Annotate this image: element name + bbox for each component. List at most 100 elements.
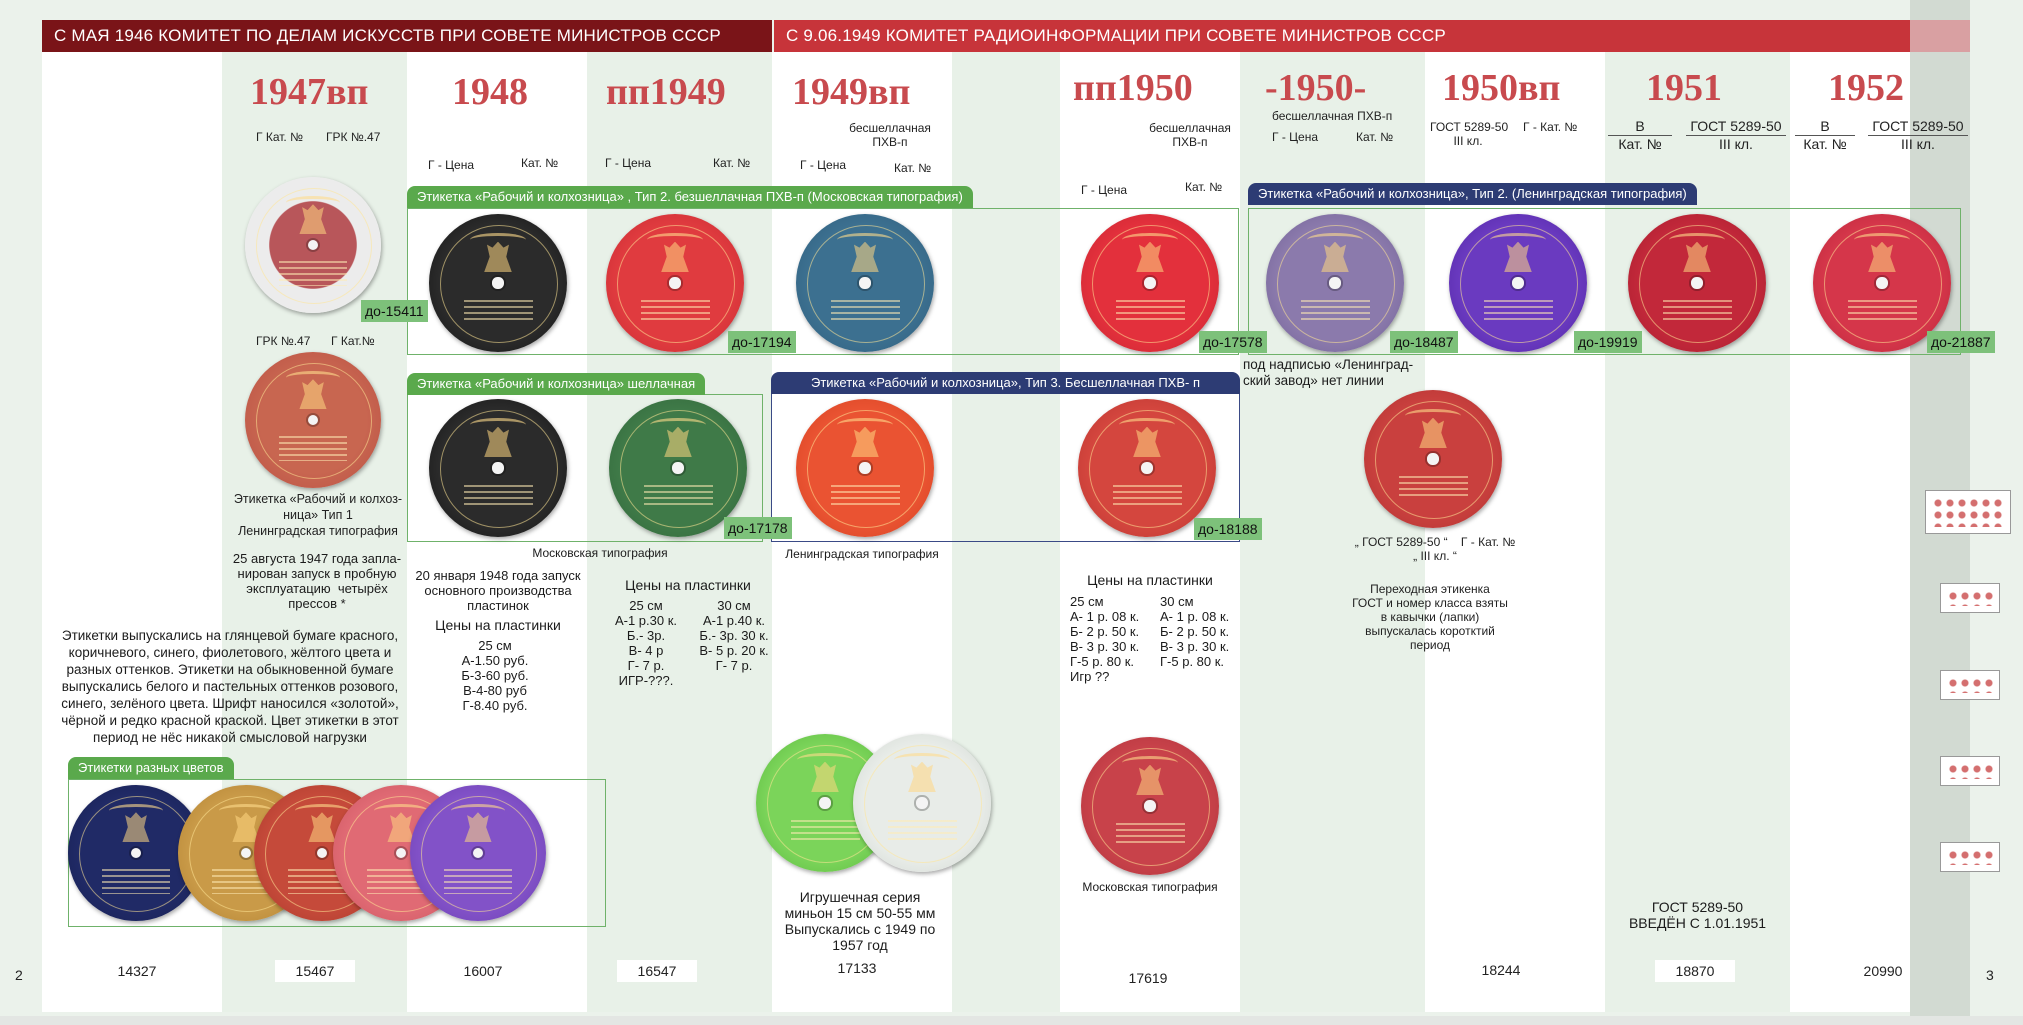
label: ГОСТ 5289-50 III кл.: [1872, 118, 1964, 152]
page-thumbnail[interactable]: [1940, 670, 2000, 700]
transition-note: Переходная этикенка ГОСТ и номер класса …: [1352, 582, 1508, 652]
label: Кат. №: [894, 161, 932, 175]
record-disc: [245, 352, 381, 488]
label: Г Кат.№: [331, 334, 375, 348]
record-disc: [1449, 214, 1587, 352]
bottom-number: 16007: [463, 963, 503, 979]
badge: до-21887: [1927, 331, 1995, 353]
bottom-number: 17133: [837, 960, 877, 976]
paper-note: Этикетки выпускались на глянцевой бумаге…: [61, 628, 399, 745]
jan1948-note: 20 января 1948 года запуск основного про…: [415, 568, 581, 613]
record-disc: [796, 399, 934, 537]
toy-series: Игрушечная серия миньон 15 см 50-55 мм В…: [784, 889, 936, 953]
prices-1949-25: 25 см А-1 р.30 к. Б.- 3р. В- 4 р Г- 7 р.…: [614, 598, 678, 688]
bottom-number: 18870: [1655, 960, 1735, 982]
column-bg: [1790, 52, 1910, 1012]
type1-caption: Этикетка «Рабочий и колхоз- ница» Тип 1 …: [233, 492, 403, 538]
prices-title: Цены на пластинки: [625, 577, 751, 593]
label: Кат. №: [1185, 180, 1223, 194]
bottom-number: 17619: [1128, 970, 1168, 986]
label: Кат. №: [521, 156, 559, 170]
tab-type2-moscow: Этикетка «Рабочий и колхозница» , Тип 2.…: [407, 186, 973, 208]
badge: до-18487: [1390, 331, 1458, 353]
year-1950vp: 1950вп: [1442, 67, 1561, 109]
year-1949vp: 1949вп: [792, 71, 911, 113]
column-bg: [1425, 52, 1605, 1012]
record-disc: [410, 785, 546, 921]
frame-type2-moscow: [407, 208, 1239, 355]
year-1949pp: пп1949: [606, 71, 726, 113]
header-right: С 9.06.1949 КОМИТЕТ РАДИОИНФОРМАЦИИ ПРИ …: [774, 20, 1910, 52]
badge: до-17194: [728, 331, 796, 353]
gost-intro: ГОСТ 5289-50 ВВЕДЁН С 1.01.1951: [1628, 899, 1767, 931]
prices-1949-30: 30 см А-1 р.40 к. Б.- 3р. 30 к. В- 5 р. …: [699, 598, 769, 673]
record-disc: [796, 214, 934, 352]
record-disc: [1266, 214, 1404, 352]
frame-type2-leningrad: [1248, 208, 1961, 355]
prices-1950-25: 25 см А- 1 р. 08 к. Б- 2 р. 50 к. В- 3 р…: [1070, 594, 1140, 684]
no-line-note: под надписью «Ленинград- ский завод» нет…: [1243, 357, 1414, 388]
page-thumbnail[interactable]: [1940, 756, 2000, 786]
prices-title: Цены на пластинки: [435, 617, 561, 633]
label: ГОСТ 5289-50 III кл.: [1690, 118, 1782, 152]
record-disc: [1078, 399, 1216, 537]
year-1948: 1948: [452, 71, 528, 113]
prices-title: Цены на пластинки: [1087, 572, 1213, 588]
label: ГРК №.47: [326, 130, 381, 144]
page-thumbnail[interactable]: [1940, 842, 2000, 872]
label: бесшеллачная ПХВ-п: [1149, 121, 1231, 149]
badge: до-17178: [724, 517, 792, 539]
tab-type2-leningrad: Этикетка «Рабочий и колхозница», Тип 2. …: [1248, 183, 1697, 205]
label: В Кат. №: [1803, 118, 1847, 152]
tab-shellac: Этикетка «Рабочий и колхозница» шеллачна…: [407, 373, 706, 395]
year-1950pp: пп1950: [1073, 67, 1193, 109]
label: Кат. №: [1356, 130, 1394, 144]
badge: до-15411: [361, 300, 428, 322]
bottom-number: 14327: [117, 963, 157, 979]
year-1951: 1951: [1646, 67, 1722, 109]
label: Г - Кат. №: [1523, 120, 1578, 134]
label: Г - Цена: [1272, 130, 1319, 144]
record-disc: [429, 214, 567, 352]
label: бесшеллачная ПХВ-п: [849, 121, 931, 149]
record-disc: [245, 177, 381, 313]
badge: до-18188: [1194, 518, 1262, 540]
bottom-number: 15467: [275, 960, 355, 982]
label: Г - Цена: [428, 158, 475, 172]
gost-quote: „ ГОСТ 5289-50 “ Г - Кат. № „ III кл. “: [1354, 535, 1516, 563]
moscow-typo: Московская типография: [1082, 880, 1218, 894]
tab-type3: Этикетка «Рабочий и колхозница», Тип 3. …: [771, 372, 1240, 394]
year-1950: -1950-: [1265, 67, 1367, 109]
underline: [1795, 135, 1855, 136]
label: ГРК №.47: [256, 334, 311, 348]
bottom-number: 20990: [1863, 963, 1903, 979]
label: Г - Цена: [605, 156, 652, 170]
badge: до-19919: [1574, 331, 1642, 353]
page-number-left: 2: [15, 967, 23, 983]
record-disc: [1813, 214, 1951, 352]
record-disc: [1364, 390, 1502, 528]
tab-colors: Этикетки разных цветов: [68, 757, 234, 779]
label: Кат. №: [713, 156, 751, 170]
year-1947vp: 1947вп: [250, 71, 369, 113]
prices-1948: 25 см А-1.50 руб. Б-3-60 руб. В-4-80 руб…: [461, 638, 529, 713]
bottom-number: 16547: [617, 960, 697, 982]
header-left: С МАЯ 1946 КОМИТЕТ ПО ДЕЛАМ ИСКУССТВ ПРИ…: [42, 20, 772, 52]
page-number-right: 3: [1986, 967, 1994, 983]
record-disc: [1081, 737, 1219, 875]
badge: до-17578: [1199, 331, 1267, 353]
label: Г Кат. №: [256, 130, 303, 144]
page-thumbnail[interactable]: [1925, 490, 2011, 534]
record-disc: [609, 399, 747, 537]
record-disc: [1628, 214, 1766, 352]
horizontal-scrollbar[interactable]: [0, 1016, 2023, 1025]
moscow-typo: Московская типография: [532, 546, 668, 560]
header-gutter: [1910, 20, 1970, 52]
underline: [1686, 135, 1786, 136]
column-bg: [1605, 52, 1790, 1012]
label: В Кат. №: [1618, 118, 1662, 152]
label: ГОСТ 5289-50 III кл.: [1430, 120, 1509, 148]
page-thumbnail[interactable]: [1940, 583, 2000, 613]
label: Г - Цена: [800, 158, 847, 172]
record-disc: [1081, 214, 1219, 352]
